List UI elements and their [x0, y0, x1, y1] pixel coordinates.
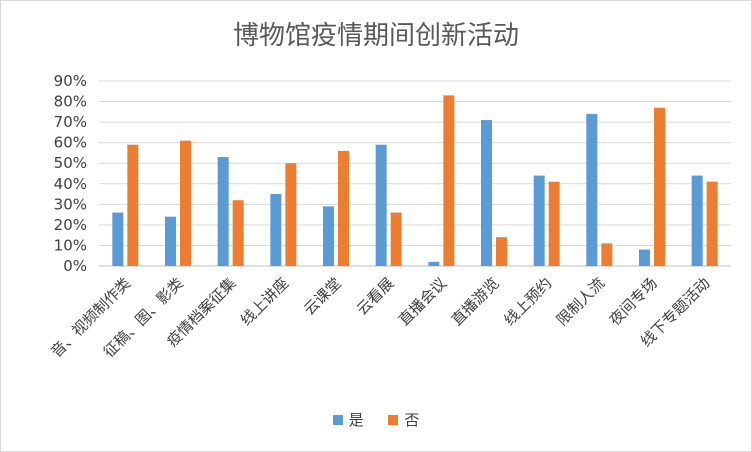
bar-yes	[428, 261, 440, 266]
x-tick-label: 直播会议	[395, 274, 450, 329]
bar-no	[654, 107, 665, 266]
bar-no	[443, 95, 455, 266]
y-tick-label: 30%	[54, 195, 87, 213]
bar-no	[601, 243, 613, 266]
bar-yes	[375, 144, 387, 266]
bar-no	[548, 181, 560, 266]
bar-yes	[533, 175, 545, 266]
bar-no	[338, 150, 349, 266]
bar-no	[496, 237, 507, 266]
bar-yes	[270, 194, 282, 266]
bar-yes	[112, 212, 124, 266]
bar-no	[127, 144, 139, 266]
bar-yes	[639, 249, 650, 266]
legend-label-yes: 是	[348, 411, 364, 429]
bar-yes	[481, 120, 492, 266]
bar-no	[232, 200, 244, 266]
y-tick-label: 20%	[54, 216, 87, 234]
y-tick-label: 70%	[54, 113, 87, 131]
bar-yes	[165, 216, 176, 266]
bar-yes	[586, 113, 598, 266]
bar-no	[390, 212, 402, 266]
chart-title: 博物馆疫情期间创新活动	[232, 21, 519, 51]
y-tick-label: 0%	[63, 257, 87, 275]
x-tick-label: 线上讲座	[237, 274, 292, 329]
y-tick-label: 60%	[54, 134, 87, 152]
x-tick-label: 云看展	[353, 274, 398, 319]
y-tick-label: 50%	[54, 154, 87, 172]
bar-no	[180, 140, 191, 266]
legend-swatch-yes	[332, 414, 343, 425]
x-tick-label: 限制人流	[553, 274, 608, 329]
x-tick-label: 直播游览	[448, 274, 503, 329]
x-tick-label: 线上预约	[500, 274, 555, 329]
bar-no	[285, 163, 297, 266]
legend-label-no: 否	[404, 411, 420, 429]
legend-item-yes: 是	[332, 409, 364, 430]
legend-swatch-no	[388, 414, 399, 425]
y-tick-label: 90%	[54, 72, 87, 90]
bar-yes	[691, 175, 703, 266]
legend: 是 否	[1, 409, 751, 430]
x-tick-label: 云课堂	[300, 274, 345, 319]
y-tick-label: 40%	[54, 175, 87, 193]
bar-yes	[323, 206, 334, 266]
y-tick-label: 80%	[54, 93, 87, 111]
y-tick-label: 10%	[54, 236, 87, 254]
bar-yes	[217, 157, 229, 266]
bar-no	[706, 181, 718, 266]
legend-item-no: 否	[388, 409, 419, 430]
